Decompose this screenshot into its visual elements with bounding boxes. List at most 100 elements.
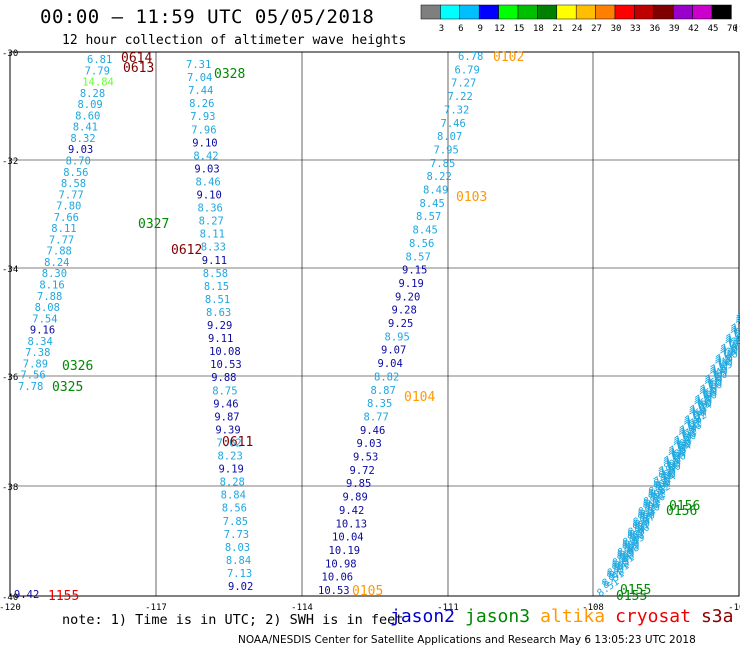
track-c-swh-value: 8.45 (420, 198, 445, 210)
track-e-swh-value: 7.36 (730, 318, 740, 341)
track-a-swh-value: 7.89 (23, 358, 48, 370)
colorbar-label: 27 (591, 24, 602, 34)
legend-s3a: s3a (700, 606, 734, 627)
track-b-swh-value: 8.27 (199, 216, 224, 228)
track-c-swh-value: 8.77 (364, 411, 389, 423)
satellite-legend: jason2 jason3 altika cryosat s3a (390, 606, 740, 627)
track-e-swh-value: 7.20 (735, 304, 740, 327)
longitude-label: -111 (437, 603, 459, 612)
track-c-swh-value: 9.15 (402, 265, 427, 277)
pass-time-label: 0104 (404, 390, 435, 405)
track-b-swh-value: 8.15 (204, 281, 229, 293)
track-a-swh-value: 8.56 (63, 167, 88, 179)
track-c-swh-value: 8.57 (406, 251, 431, 263)
track-e-values: 8.518.488.438.408.378.308.268.228.148.06… (595, 302, 740, 600)
track-a-swh-value: 9.03 (68, 144, 93, 156)
latitude-label: -32 (2, 157, 18, 167)
track-c-swh-value: 8.07 (437, 131, 462, 143)
track-b-swh-value: 8.26 (189, 98, 214, 110)
track-a-swh-value: 8.11 (51, 223, 76, 235)
track-b-swh-value: 8.75 (212, 385, 237, 397)
pass-time-label: 0614 (121, 51, 152, 66)
longitude-label: -117 (145, 603, 167, 612)
track-b-swh-value: 9.03 (194, 163, 219, 175)
track-a-swh-value: 8.34 (28, 336, 53, 348)
track-b-swh-value: 8.42 (193, 150, 218, 162)
track-b-swh-value: 9.19 (219, 464, 244, 476)
track-a-swh-value: 7.88 (37, 291, 62, 303)
colorbar-label: 45 (708, 24, 719, 34)
legend-jason2: jason2 (390, 606, 456, 627)
pass-time-label: 0611 (222, 435, 253, 450)
map-frame (9, 51, 740, 597)
track-c-swh-value: 8.87 (371, 385, 396, 397)
track-c-swh-value: 7.46 (441, 118, 466, 130)
latitude-label: -38 (2, 483, 18, 493)
track-a-swh-value: 8.70 (66, 155, 91, 167)
track-b-swh-value: 9.10 (192, 137, 217, 149)
track-b-swh-value: 9.10 (197, 190, 222, 202)
track-b-swh-value: 9.02 (228, 581, 253, 593)
latitude-label: -36 (2, 373, 18, 383)
track-a-swh-value: 8.32 (70, 133, 95, 145)
track-c-swh-value: 9.25 (388, 318, 413, 330)
track-b-swh-value: 7.73 (224, 529, 249, 541)
track-a-swh-value: 7.54 (32, 313, 57, 325)
track-e-swh-value: 7.30 (735, 308, 740, 331)
track-b-swh-value: 8.28 (220, 477, 245, 489)
longitude-label: -114 (291, 603, 313, 612)
track-a-swh-value: 8.28 (80, 88, 105, 100)
track-b-swh-value: 8.33 (201, 242, 226, 254)
track-e-swh-value: 7.25 (735, 306, 740, 329)
track-c-swh-value: 9.53 (353, 452, 378, 464)
track-a-swh-value: 6.81 (87, 54, 112, 66)
track-c-swh-value: 10.13 (336, 518, 368, 530)
pass-time-label: 0155 (620, 583, 651, 598)
track-c-swh-value: 10.98 (325, 558, 357, 570)
latitude-label: -40 (2, 593, 18, 603)
legend-jason3: jason3 (465, 606, 531, 627)
colorbar-label: 9 (477, 24, 482, 34)
track-b-swh-value: 8.58 (203, 268, 228, 280)
track-b-swh-value: 9.29 (207, 320, 232, 332)
track-a-swh-value: 7.77 (58, 189, 83, 201)
track-c-swh-value: 7.27 (451, 78, 476, 90)
colorbar-label: 39 (669, 24, 680, 34)
track-e-swh-value: 7.14 (735, 302, 740, 325)
track-a-swh-value: 7.78 (18, 381, 43, 393)
track-c-swh-value: 8.45 (413, 225, 438, 237)
track-a-swh-value: 8.41 (73, 122, 98, 134)
track-c-swh-value: 8.22 (427, 171, 452, 183)
track-b-swh-value: 8.84 (226, 555, 251, 567)
track-e-swh-value: 7.25 (730, 314, 740, 337)
pass-time-label: 0326 (62, 359, 93, 374)
pass-time-label: 0105 (352, 584, 383, 599)
track-c-swh-value: 7.22 (448, 91, 473, 103)
longitude-label: -108 (582, 603, 604, 612)
track-a-swh-value: 7.80 (56, 201, 81, 213)
track-a-swh-value: 7.56 (20, 370, 45, 382)
track-b-swh-value: 7.96 (191, 124, 216, 136)
colorbar-label: 6 (458, 24, 463, 34)
track-c-swh-value: 7.85 (430, 158, 455, 170)
track-a-swh-value: 8.16 (39, 280, 64, 292)
colorbar-label: 3 (439, 24, 444, 34)
track-c-swh-value: 8.57 (416, 211, 441, 223)
track-c-swh-value: 9.85 (346, 478, 371, 490)
track-c-swh-value: 9.72 (350, 465, 375, 477)
track-c-swh-value: 7.95 (434, 144, 459, 156)
track-d-swh-value: 9.42 (14, 589, 39, 601)
track-b-swh-value: 9.11 (208, 333, 233, 345)
track-c-swh-value: 9.03 (357, 438, 382, 450)
track-c-swh-value: 10.04 (332, 532, 364, 544)
track-c-swh-value: 9.19 (399, 278, 424, 290)
pass-time-label: 0328 (214, 67, 245, 82)
track-b-swh-value: 8.11 (200, 229, 225, 241)
pass-time-label: 0325 (52, 380, 83, 395)
track-a-swh-value: 8.08 (35, 302, 60, 314)
track-a-swh-value: 7.77 (49, 234, 74, 246)
track-b-swh-value: 9.88 (211, 372, 236, 384)
track-b-swh-value: 8.63 (206, 307, 231, 319)
page-subtitle: 12 hour collection of altimeter wave hei… (62, 33, 407, 48)
track-c-swh-value: 6.79 (455, 64, 480, 76)
